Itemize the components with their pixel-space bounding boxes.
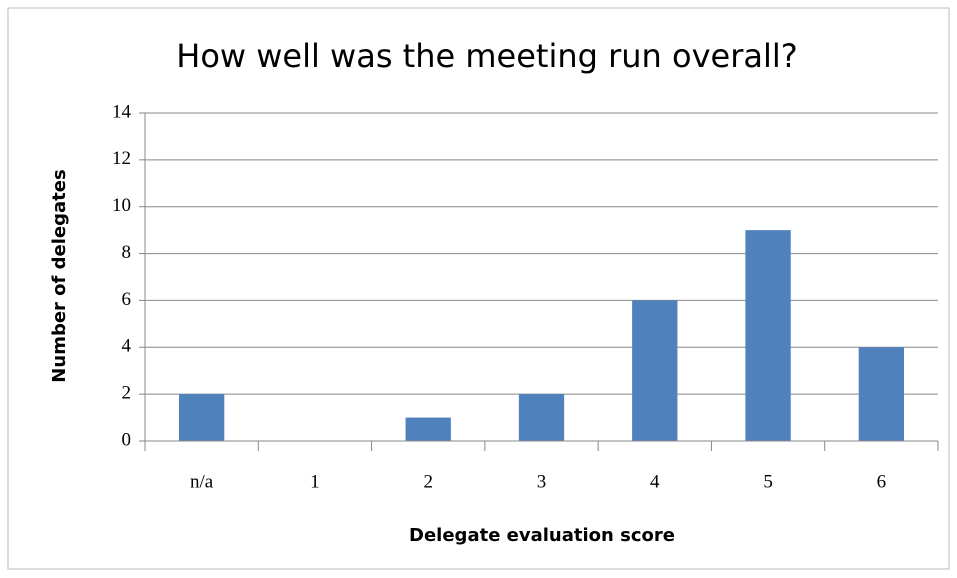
bar — [632, 300, 678, 441]
bar — [178, 394, 225, 441]
bar — [405, 417, 451, 441]
bar — [858, 347, 905, 441]
y-tick-label: 2 — [122, 383, 132, 404]
chart-title: How well was the meeting run overall? — [176, 37, 797, 75]
y-axis-title: Number of delegates — [49, 169, 70, 382]
y-tick-label: 14 — [112, 101, 132, 122]
y-tick-label: 6 — [122, 289, 132, 310]
bar — [745, 230, 791, 441]
y-tick-label: 8 — [122, 242, 132, 263]
x-tick-label: 5 — [763, 471, 773, 492]
y-tick-label: 0 — [122, 429, 132, 450]
y-tick-label: 4 — [122, 336, 132, 357]
bar — [518, 394, 565, 441]
x-tick-label: 2 — [423, 471, 433, 492]
x-tick-label: 6 — [877, 471, 887, 492]
x-tick-label: n/a — [190, 471, 214, 492]
x-tick-label: 3 — [537, 471, 547, 492]
chart-frame — [7, 7, 950, 570]
y-tick-label: 10 — [112, 195, 131, 216]
x-tick-label: 4 — [650, 471, 660, 492]
x-axis-title: Delegate evaluation score — [409, 525, 675, 546]
y-tick-label: 12 — [112, 148, 131, 169]
x-tick-label: 1 — [310, 471, 320, 492]
